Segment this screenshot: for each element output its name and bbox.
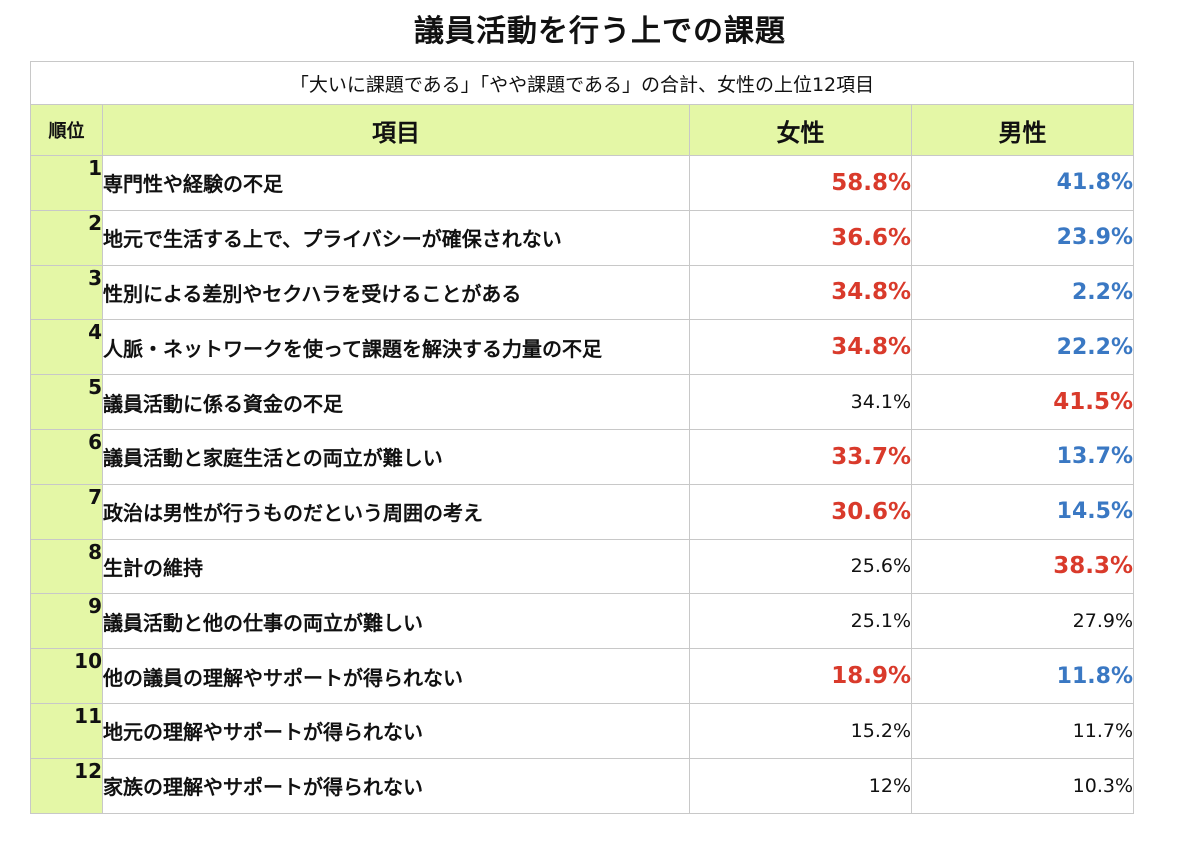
header-male: 男性 [911, 104, 1134, 156]
header-female: 女性 [689, 104, 912, 156]
female-value-cell: 30.6% [689, 483, 912, 540]
male-value-cell: 14.5% [911, 483, 1134, 540]
rank-cell: 9 [30, 593, 103, 650]
female-value-cell: 25.1% [689, 593, 912, 650]
male-value-cell: 11.7% [911, 702, 1134, 759]
male-value-cell: 27.9% [911, 593, 1134, 650]
item-cell: 家族の理解やサポートが得られない [102, 757, 690, 814]
table-row: 1 専門性や経験の不足 58.8% 41.8% [30, 155, 1134, 211]
rank-cell: 11 [30, 702, 103, 759]
female-value-cell: 34.8% [689, 319, 912, 376]
header-item: 項目 [102, 104, 690, 156]
item-cell: 生計の維持 [102, 538, 690, 595]
male-value-cell: 41.8% [911, 155, 1134, 211]
rank-cell: 8 [30, 538, 103, 595]
item-cell: 人脈・ネットワークを使って課題を解決する力量の不足 [102, 319, 690, 376]
rank-cell: 12 [30, 757, 103, 814]
female-value-cell: 58.8% [689, 155, 912, 211]
table-row: 2 地元で生活する上で、プライバシーが確保されない 36.6% 23.9% [30, 209, 1134, 266]
header-row: 順位 項目 女性 男性 [30, 104, 1134, 156]
table-row: 5 議員活動に係る資金の不足 34.1% 41.5% [30, 374, 1134, 430]
female-value-cell: 33.7% [689, 428, 912, 485]
rank-cell: 3 [30, 264, 103, 321]
item-cell: 議員活動と他の仕事の両立が難しい [102, 593, 690, 650]
item-cell: 地元の理解やサポートが得られない [102, 702, 690, 759]
item-cell: 性別による差別やセクハラを受けることがある [102, 264, 690, 321]
header-rank: 順位 [30, 104, 103, 156]
table-subtitle: 「大いに課題である」「やや課題である」の合計、女性の上位12項目 [30, 61, 1134, 105]
rank-cell: 5 [30, 374, 103, 430]
table-row: 12 家族の理解やサポートが得られない 12% 10.3% [30, 757, 1134, 814]
male-value-cell: 11.8% [911, 648, 1134, 704]
male-value-cell: 2.2% [911, 264, 1134, 321]
rank-cell: 10 [30, 648, 103, 704]
rank-cell: 2 [30, 209, 103, 266]
table-row: 9 議員活動と他の仕事の両立が難しい 25.1% 27.9% [30, 593, 1134, 650]
male-value-cell: 10.3% [911, 757, 1134, 814]
item-cell: 政治は男性が行うものだという周囲の考え [102, 483, 690, 540]
item-cell: 議員活動と家庭生活との両立が難しい [102, 428, 690, 485]
table-row: 3 性別による差別やセクハラを受けることがある 34.8% 2.2% [30, 264, 1134, 321]
female-value-cell: 34.1% [689, 374, 912, 430]
page-title: 議員活動を行う上での課題 [414, 14, 786, 49]
rank-cell: 4 [30, 319, 103, 376]
female-value-cell: 34.8% [689, 264, 912, 321]
female-value-cell: 36.6% [689, 209, 912, 266]
table-row: 7 政治は男性が行うものだという周囲の考え 30.6% 14.5% [30, 483, 1134, 540]
rank-cell: 6 [30, 428, 103, 485]
table-body: 1 専門性や経験の不足 58.8% 41.8% 2 地元で生活する上で、プライバシーが確保… [30, 155, 1134, 814]
item-cell: 地元で生活する上で、プライバシーが確保されない [102, 209, 690, 266]
male-value-cell: 41.5% [911, 374, 1134, 430]
female-value-cell: 15.2% [689, 702, 912, 759]
table-row: 4 人脈・ネットワークを使って課題を解決する力量の不足 34.8% 22.2% [30, 319, 1134, 376]
table-row: 8 生計の維持 25.6% 38.3% [30, 538, 1134, 595]
table-row: 6 議員活動と家庭生活との両立が難しい 33.7% 13.7% [30, 428, 1134, 485]
male-value-cell: 22.2% [911, 319, 1134, 376]
female-value-cell: 18.9% [689, 648, 912, 704]
male-value-cell: 38.3% [911, 538, 1134, 595]
item-cell: 議員活動に係る資金の不足 [102, 374, 690, 430]
item-cell: 他の議員の理解やサポートが得られない [102, 648, 690, 704]
rank-cell: 1 [30, 155, 103, 211]
male-value-cell: 13.7% [911, 428, 1134, 485]
female-value-cell: 25.6% [689, 538, 912, 595]
rank-cell: 7 [30, 483, 103, 540]
table-row: 10 他の議員の理解やサポートが得られない 18.9% 11.8% [30, 648, 1134, 704]
survey-table: 「大いに課題である」「やや課題である」の合計、女性の上位12項目 順位 項目 女… [30, 61, 1134, 814]
female-value-cell: 12% [689, 757, 912, 814]
item-cell: 専門性や経験の不足 [102, 155, 690, 211]
male-value-cell: 23.9% [911, 209, 1134, 266]
table-row: 11 地元の理解やサポートが得られない 15.2% 11.7% [30, 702, 1134, 759]
